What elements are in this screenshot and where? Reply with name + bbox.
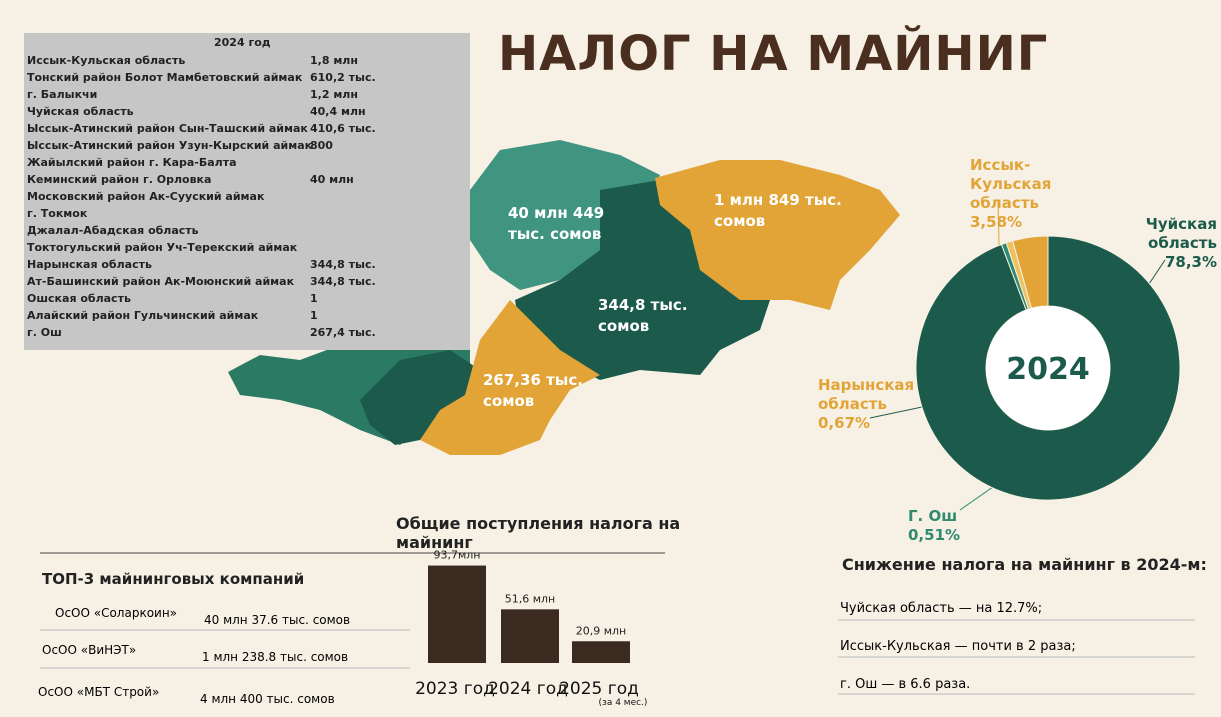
bar (501, 609, 559, 663)
table-cell: 344,8 тыс. (310, 275, 376, 288)
map-region (360, 350, 480, 445)
company-name: ОсОО «Соларкоин» (55, 606, 178, 620)
table-cell: 267,4 тыс. (310, 326, 376, 339)
x-tick-label: 2024 год (488, 679, 568, 699)
donut-center-label: 2024 (1006, 352, 1090, 387)
x-tick-label: 2025 год (559, 679, 639, 699)
bar-note: (за 4 мес.) (599, 698, 648, 708)
table-cell: Ат-Башинский район Ак-Моюнский аймак (27, 275, 295, 288)
x-tick-label: 2023 год (415, 679, 495, 699)
map-label: 1 млн 849 тыс. сомов (714, 191, 842, 230)
table-cell: г. Ош (27, 326, 62, 339)
table-header: 2024 год (214, 36, 271, 49)
table-cell: г. Токмок (27, 207, 88, 220)
donut-hole (986, 306, 1110, 430)
pie-label: Нарынская область 0,67% (818, 376, 928, 433)
table-cell: 610,2 тыс. (310, 71, 376, 84)
table-cell: Ыссык-Атинский район Сын-Ташский аймак (27, 122, 308, 135)
map-region (655, 160, 900, 310)
bar (572, 641, 630, 663)
decline-item: Иссык-Кульская — почти в 2 раза; (840, 639, 1076, 654)
table-cell: 40 млн (310, 173, 354, 186)
map-region (470, 140, 660, 290)
bar-value-label: 20,9 млн (576, 624, 627, 637)
company-amount: 4 млн 400 тыс. сомов (200, 692, 335, 706)
pie-value-label: 3,58% (970, 213, 1023, 231)
table-cell: 1 (310, 309, 318, 322)
data-table: 2024 год Иссык-Кульская область 1,8 млн То… (24, 33, 470, 350)
table-cell: 1,2 млн (310, 88, 358, 101)
map (228, 140, 900, 455)
company-amount: 40 млн 37.6 тыс. сомов (204, 613, 351, 627)
table-cell: Иссык-Кульская область (27, 54, 186, 67)
decline-title: Снижение налога на майнинг в 2024-м: (842, 555, 1207, 574)
table-cell: Джалал-Абадская область (27, 224, 199, 237)
table-cell: Ошская область (27, 292, 131, 305)
table-cell: 344,8 тыс. (310, 258, 376, 271)
decline-item: г. Ош — в 6.6 раза. (840, 677, 971, 692)
table-cell: Тонский район Болот Мамбетовский аймак (27, 71, 303, 84)
pie-label: Иссык-Кульская область 3,58% (970, 156, 1110, 232)
company-amount: 1 млн 238.8 тыс. сомов (202, 650, 349, 664)
table-cell: Кеминский район г. Орловка (27, 173, 212, 186)
bar-value-label: 51,6 млн (505, 592, 556, 605)
table-cell: 410,6 тыс. (310, 122, 376, 135)
top3-title: ТОП-3 майнинговых компаний (42, 570, 305, 588)
pie-label: Чуйская область 78,3% (1117, 215, 1217, 272)
table-cell: 1 (310, 292, 318, 305)
page-title: НАЛОГ НА МАЙНИГ (498, 26, 1049, 82)
bar-value-label: 93,7млн (433, 549, 480, 562)
pie-value-label: 0,51% (908, 526, 961, 544)
map-label: 267,36 тыс. сомов (483, 371, 583, 410)
table-cell: Нарынская область (27, 258, 152, 271)
pie-value-label: 0,67% (818, 414, 871, 432)
table-cell: Токтогульский район Уч-Терекский аймак (27, 241, 298, 254)
map-label: 40 млн 449 тыс. сомов (508, 204, 605, 243)
company-name: ОсОО «ВиНЭТ» (42, 643, 137, 657)
map-label: 344,8 тыс. сомов (598, 296, 688, 335)
table-cell: Ыссык-Атинский район Узун-Кырский аймак (27, 139, 313, 152)
table-cell: Жайылский район г. Кара-Балта (27, 156, 237, 169)
decline-item: Чуйская область — на 12.7%; (840, 601, 1043, 616)
map-region (420, 300, 600, 455)
table-cell: г. Балыкчи (27, 88, 98, 101)
company-name: ОсОО «МБТ Строй» (38, 685, 160, 699)
table-cell: Московский район Ак-Сууский аймак (27, 190, 265, 203)
table-cell: 40,4 млн (310, 105, 366, 118)
table-cell: 800 (310, 139, 333, 152)
table-cell: Чуйская область (27, 105, 134, 118)
table-cell: Алайский район Гульчинский аймак (27, 309, 259, 322)
table-cell: 1,8 млн (310, 54, 358, 67)
pie-label: Г. Ош 0,51% (908, 507, 1008, 545)
bar-chart-title: Общие поступления налога на майнинг (396, 514, 681, 552)
bar (428, 565, 486, 663)
pie-value-label: 78,3% (1164, 253, 1217, 271)
